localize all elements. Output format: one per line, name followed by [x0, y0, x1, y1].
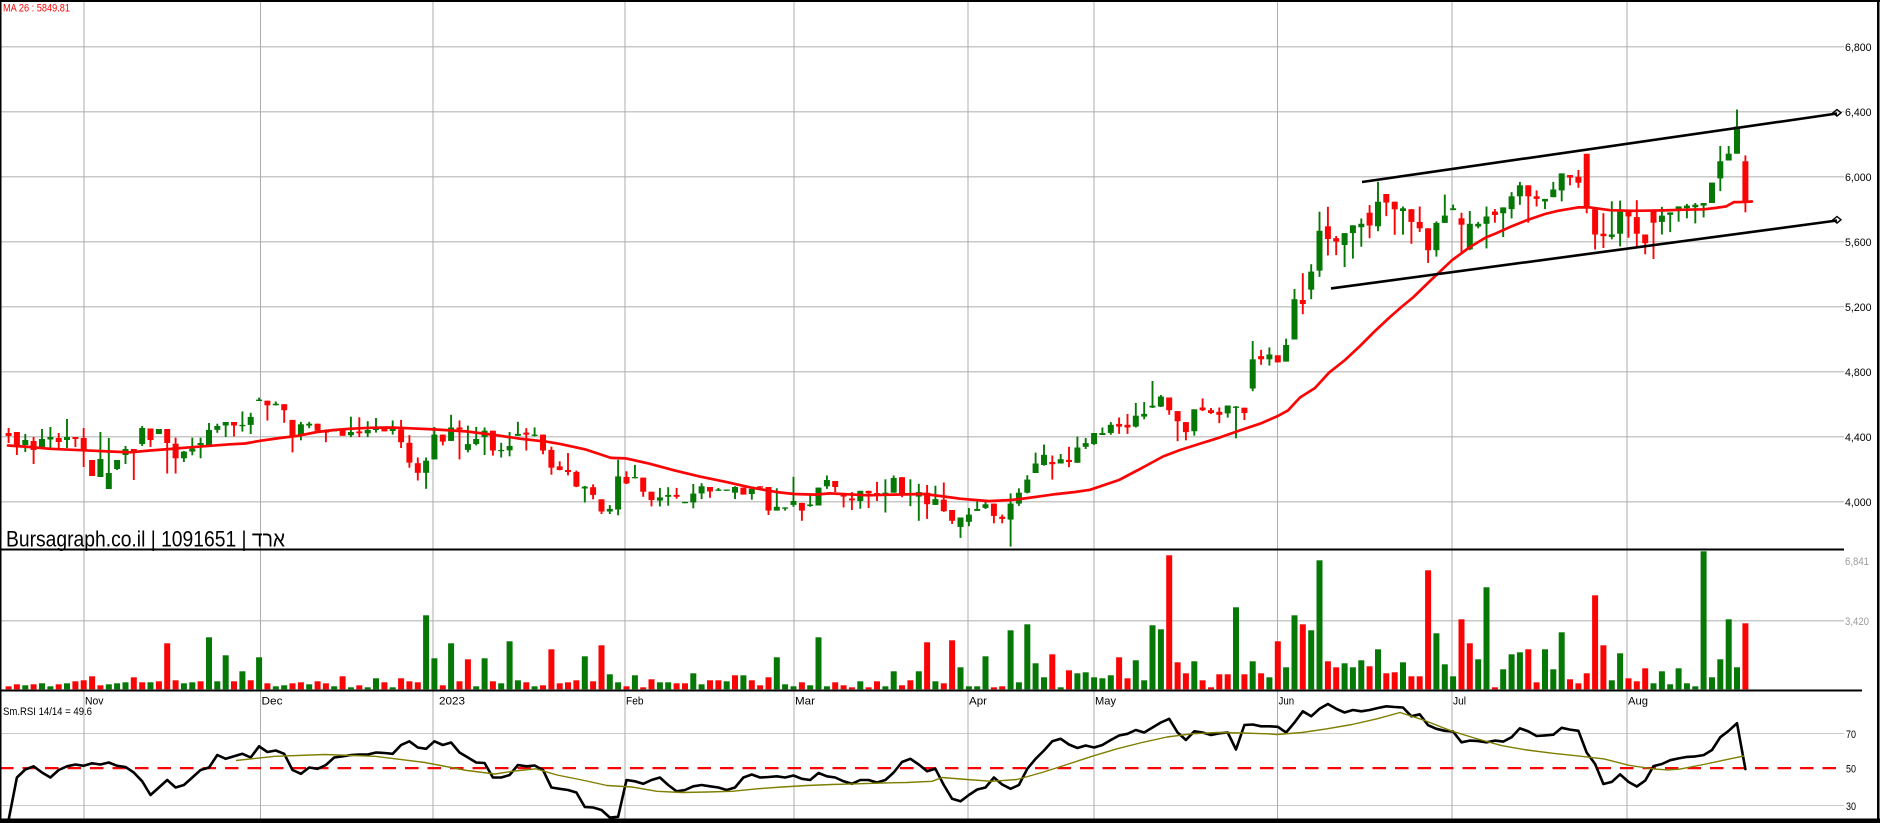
svg-text:6,000: 6,000 [1845, 172, 1872, 184]
svg-text:Aug: Aug [1628, 695, 1648, 707]
svg-text:Apr: Apr [969, 695, 987, 707]
svg-text:May: May [1095, 695, 1117, 707]
svg-text:Feb: Feb [626, 695, 644, 707]
svg-text:6,400: 6,400 [1845, 107, 1872, 119]
svg-text:30: 30 [1846, 801, 1856, 813]
svg-text:70: 70 [1846, 729, 1856, 741]
svg-text:5,200: 5,200 [1845, 302, 1872, 314]
svg-text:4,000: 4,000 [1845, 497, 1872, 509]
svg-text:Dec: Dec [262, 695, 284, 707]
svg-text:Jun: Jun [1279, 695, 1295, 707]
svg-text:Bursagraph.co.il | 1091651 | א: Bursagraph.co.il | 1091651 | ארד [6, 527, 285, 552]
svg-text:5,600: 5,600 [1845, 237, 1872, 249]
svg-text:Sm.RSI 14/14 = 49.6: Sm.RSI 14/14 = 49.6 [3, 706, 92, 718]
svg-text:50: 50 [1846, 763, 1856, 775]
svg-text:3,420: 3,420 [1845, 616, 1869, 628]
svg-text:6,800: 6,800 [1845, 42, 1872, 54]
svg-text:4,800: 4,800 [1845, 367, 1872, 379]
svg-text:6,841: 6,841 [1845, 556, 1869, 568]
svg-text:4,400: 4,400 [1845, 432, 1872, 444]
svg-text:Jul: Jul [1453, 695, 1466, 707]
svg-text:MA 26 : 5849.81: MA 26 : 5849.81 [3, 3, 70, 15]
svg-text:Mar: Mar [795, 695, 815, 707]
svg-text:2023: 2023 [439, 695, 465, 707]
svg-text:Nov: Nov [85, 695, 104, 707]
